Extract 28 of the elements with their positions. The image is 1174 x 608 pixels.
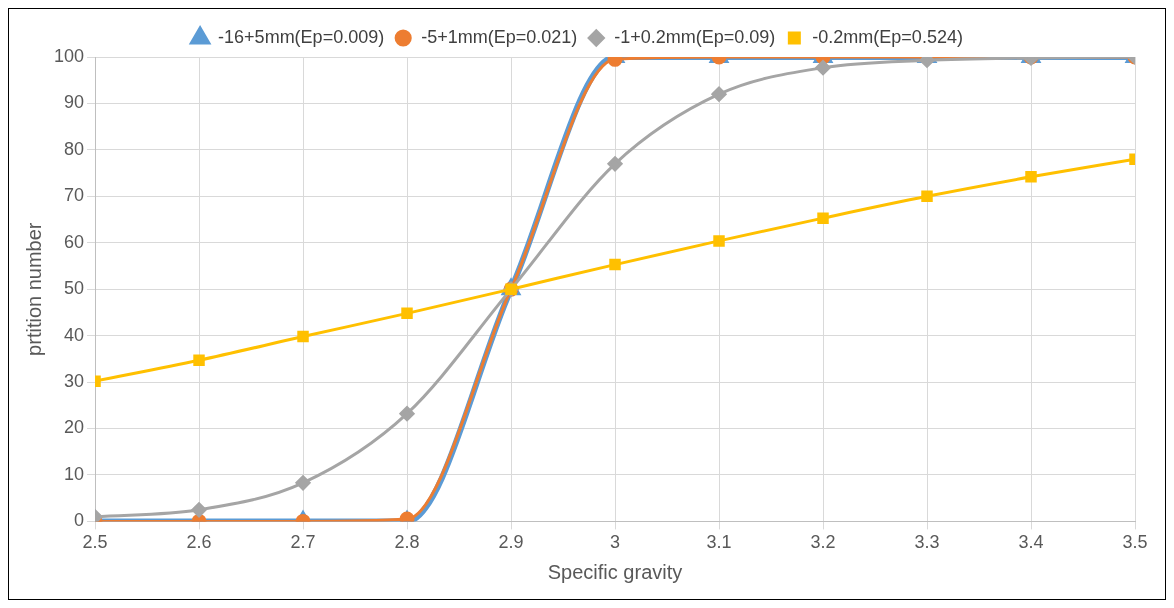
y-tick-label: 60 [64,231,85,252]
y-tick-label: 40 [64,324,85,345]
legend-label: -16+5mm(Ep=0.009) [218,26,385,47]
x-tick-label: 3 [610,532,621,553]
y-tick-label: 90 [64,92,85,113]
y-tick-label: 50 [64,278,85,299]
x-tick-label: 2.5 [82,532,108,553]
x-tick-label: 3.1 [706,532,732,553]
y-tick-label: 80 [64,138,85,159]
x-axis-title: Specific gravity [547,560,683,583]
y-tick-label: 70 [64,185,85,206]
legend-label: -0.2mm(Ep=0.524) [812,26,963,47]
x-tick-label: 2.9 [498,532,524,553]
y-tick-label: 100 [53,45,85,66]
x-tick-label: 3.3 [914,532,940,553]
y-tick-label: 20 [64,417,85,438]
y-tick-label: 0 [74,510,85,531]
legend-label: -5+1mm(Ep=0.021) [421,26,578,47]
x-tick-label: 3.5 [1122,532,1148,553]
x-tick-label: 2.6 [186,532,212,553]
x-tick-label: 2.7 [290,532,316,553]
legend-label: -1+0.2mm(Ep=0.09) [614,26,776,47]
x-tick-label: 2.8 [394,532,420,553]
y-axis-title: prtition number [22,222,45,356]
y-tick-label: 10 [64,463,85,484]
x-tick-label: 3.4 [1018,532,1044,553]
y-tick-label: 30 [64,371,85,392]
x-tick-label: 3.2 [810,532,836,553]
